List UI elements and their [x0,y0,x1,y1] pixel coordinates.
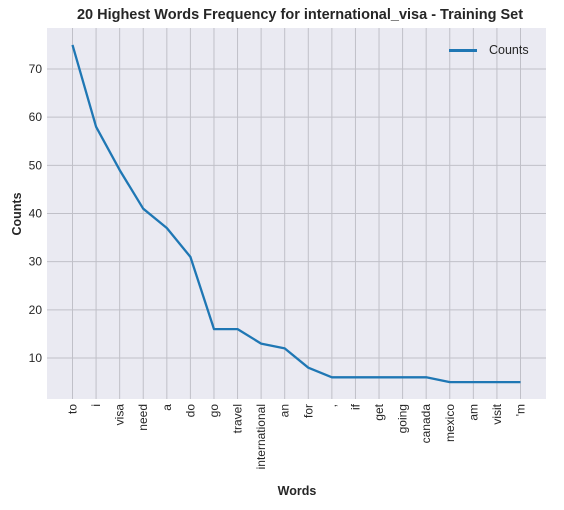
x-tick-label: travel [231,404,245,433]
x-tick-label: if [348,403,362,410]
x-tick-label: canada [419,404,433,444]
x-tick-label: 'm [514,404,528,416]
x-tick-label: international [254,404,268,469]
y-tick-label: 20 [29,303,43,317]
x-tick-label: visit [490,403,504,424]
x-tick-label: i [89,404,103,407]
x-tick-label: going [396,404,410,433]
data-point [331,376,333,378]
x-tick-label: , [325,404,339,407]
x-tick-label: am [466,404,480,421]
legend-line-swatch [449,48,477,52]
y-tick-label: 60 [29,110,43,124]
x-tick-label: mexico [443,404,457,442]
data-point [472,381,474,383]
y-tick-labels: 10 20 30 40 50 60 70 [29,62,43,365]
data-point [401,376,403,378]
x-tick-label: need [136,404,150,431]
x-tick-label: get [372,403,386,420]
data-point [142,207,144,209]
chart-title: 20 Highest Words Frequency for internati… [76,7,524,23]
data-point [284,347,286,349]
data-point [236,328,238,330]
y-tick-label: 50 [29,158,43,172]
data-point [189,256,191,258]
x-tick-label: do [183,404,197,418]
data-point [519,381,521,383]
series-line-counts [71,44,521,384]
x-tick-label: visa [113,404,127,426]
legend-label-counts: Counts [489,43,529,57]
data-point [496,381,498,383]
x-axis-label: Words [277,484,317,498]
x-tick-label: to [66,404,80,414]
data-point [95,126,97,128]
data-point [260,342,262,344]
data-point [378,376,380,378]
data-point [118,169,120,171]
x-tick-label: for [301,404,315,418]
x-tick-label: a [160,404,174,411]
y-tick-label: 40 [29,207,43,221]
data-point [354,376,356,378]
x-tick-labels: to i visa need a do go travel international an for… [66,403,528,469]
y-tick-label: 70 [29,62,43,76]
data-point [307,366,309,368]
legend: Counts [442,36,540,64]
y-tick-label: 10 [29,351,43,365]
data-point [449,381,451,383]
y-axis-label: Counts [10,192,24,236]
y-tick-label: 30 [29,255,43,269]
data-point [213,328,215,330]
data-point [425,376,427,378]
data-point [71,44,73,46]
data-point [166,227,168,229]
grid-lines [47,28,546,399]
x-tick-label: go [207,404,221,418]
x-tick-label: an [278,404,292,417]
